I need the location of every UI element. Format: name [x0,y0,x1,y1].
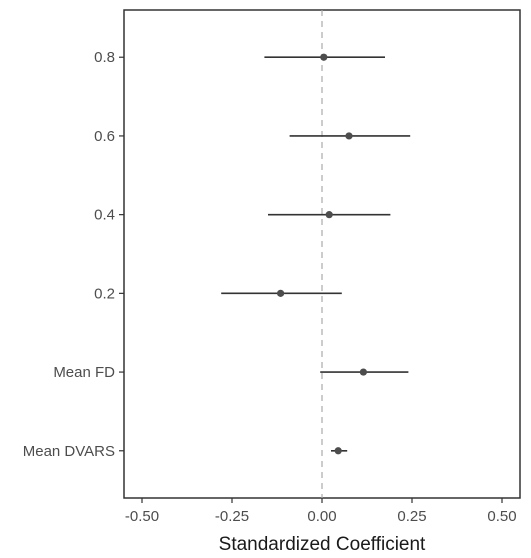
y-tick-label: Mean DVARS [23,443,115,460]
y-tick-label: Mean FD [53,364,115,381]
y-tick-label: 0.4 [94,207,115,224]
y-axis: 0.8 0.6 0.4 0.2 Mean FD Mean DVARS [23,49,124,460]
estimate-point [320,53,328,61]
x-tick-label: 0.50 [487,508,516,525]
x-tick-label: 0.00 [307,508,336,525]
estimate-point [359,368,367,376]
estimate-point [345,132,353,140]
estimate-point [277,289,285,297]
estimate-marks [221,53,411,455]
x-tick-label: -0.50 [125,508,159,525]
x-axis-title: Standardized Coefficient [219,534,426,555]
y-tick-label: 0.8 [94,49,115,66]
estimate-point [334,447,342,455]
x-tick-label: 0.25 [397,508,426,525]
estimate-point [325,211,333,219]
x-axis: -0.50 -0.25 0.00 0.25 0.50 [125,498,517,525]
y-tick-label: 0.2 [94,285,115,302]
x-tick-label: -0.25 [215,508,249,525]
y-tick-label: 0.6 [94,128,115,145]
